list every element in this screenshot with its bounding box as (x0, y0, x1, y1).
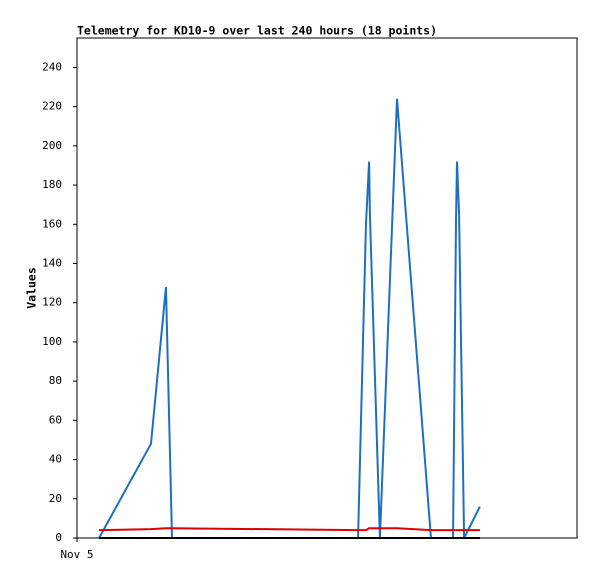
y-tick-label: 200 (42, 139, 62, 152)
y-tick-label: 140 (42, 256, 62, 269)
series-line (98, 98, 481, 539)
y-tick-label: 0 (55, 531, 62, 544)
y-tick-label: 80 (49, 374, 62, 387)
x-tick-label: Nov 5 (60, 548, 93, 561)
chart-title: Telemetry for KD10-9 over last 240 hours… (77, 24, 437, 38)
y-tick-label: 40 (49, 453, 62, 466)
y-tick-label: 240 (42, 60, 62, 73)
y-tick-label: 120 (42, 296, 62, 309)
y-tick-label: 100 (42, 335, 62, 348)
plot-frame (76, 37, 578, 539)
series-line (99, 527, 480, 532)
y-tick-label: 20 (49, 492, 62, 505)
y-tick-label: 220 (42, 100, 62, 113)
y-tick-label: 60 (49, 413, 62, 426)
y-tick-label: 180 (42, 178, 62, 191)
y-axis-label: Values (25, 267, 39, 309)
y-tick-label: 160 (42, 217, 62, 230)
